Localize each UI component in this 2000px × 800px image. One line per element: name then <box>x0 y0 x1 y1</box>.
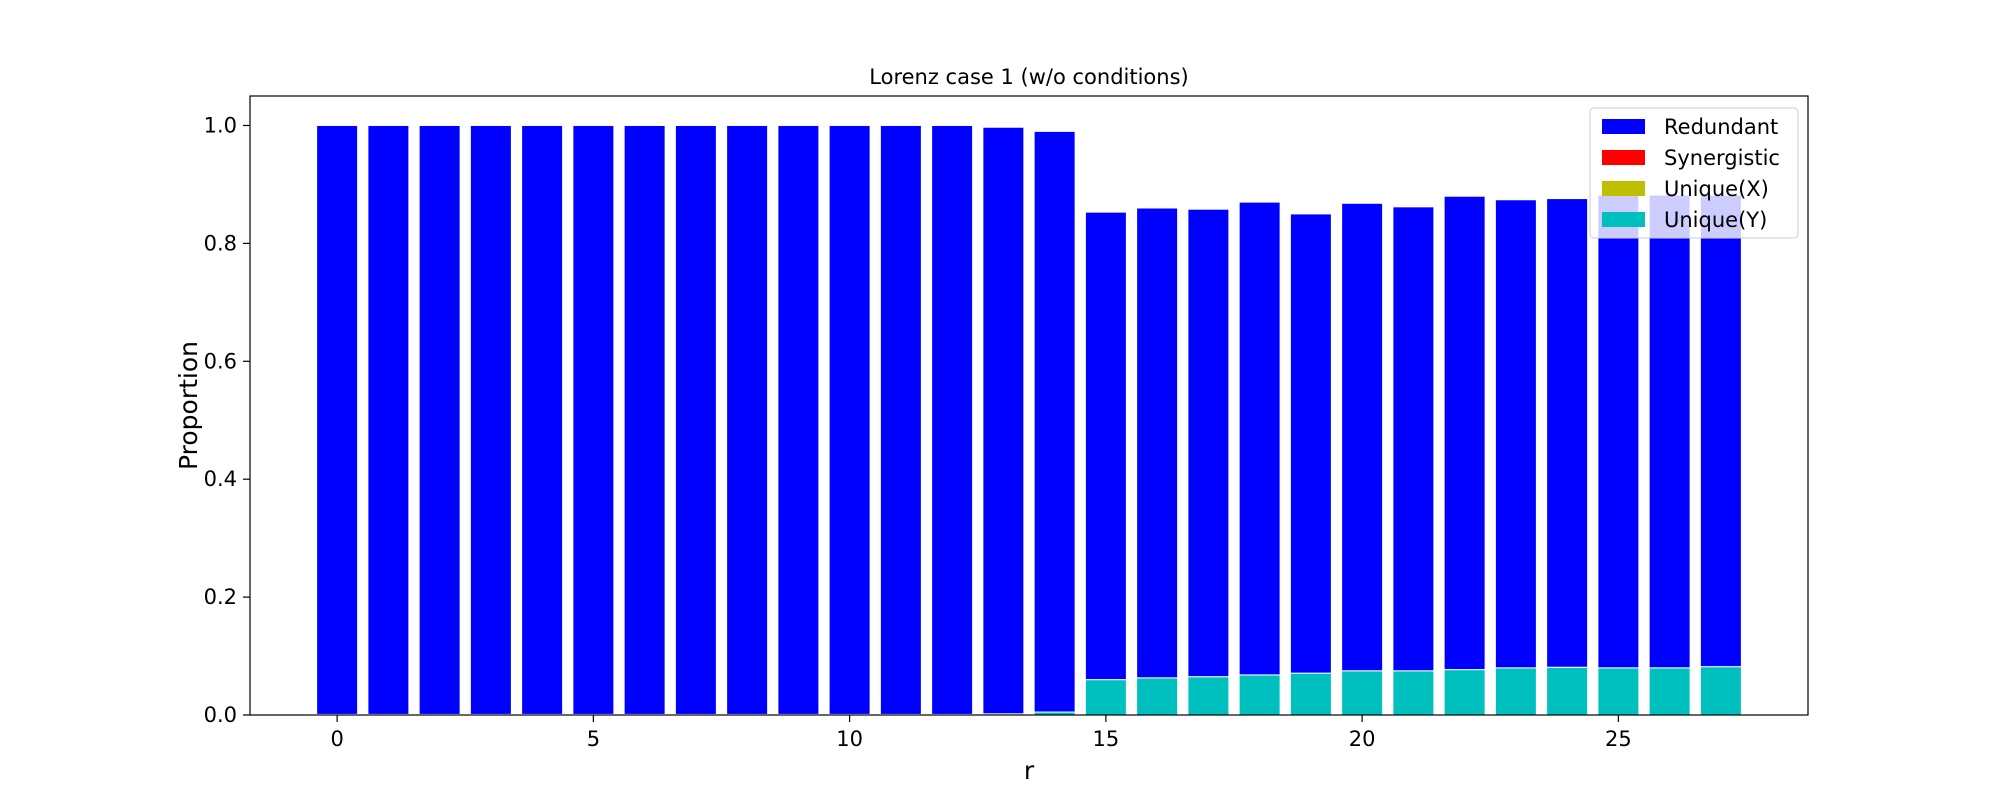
legend-swatch <box>1602 119 1645 134</box>
x-tick-label: 25 <box>1605 727 1632 751</box>
y-axis-label: Proportion <box>174 341 203 470</box>
bar-redundant <box>931 124 974 715</box>
chart-title: Lorenz case 1 (w/o conditions) <box>869 65 1188 89</box>
bar-redundant <box>367 124 410 715</box>
bar-unique-y <box>1289 672 1332 716</box>
bar-redundant <box>828 124 871 715</box>
legend-label: Unique(X) <box>1664 177 1769 201</box>
legend-label: Synergistic <box>1664 146 1780 170</box>
bar-redundant <box>777 124 820 715</box>
bar-unique-y <box>1341 670 1384 716</box>
bar-redundant <box>1084 211 1127 681</box>
x-axis: 0 5 10 15 20 25 <box>330 715 1632 751</box>
bar-redundant <box>674 124 717 715</box>
bar-unique-y <box>1084 679 1127 716</box>
bar-redundant <box>1443 195 1486 671</box>
legend-swatch <box>1602 181 1645 196</box>
bar-unique-y <box>1597 667 1640 716</box>
bar-redundant <box>879 124 922 715</box>
bar-redundant <box>623 124 666 715</box>
legend-swatch <box>1602 150 1645 165</box>
plot-frame <box>249 95 1809 716</box>
x-tick-label: 5 <box>587 727 600 751</box>
bar-unique-y <box>1494 667 1537 716</box>
bar-unique-y <box>1136 677 1179 716</box>
bars-group <box>316 124 1742 716</box>
bar-redundant <box>469 124 512 715</box>
bar-redundant <box>1597 194 1640 669</box>
bar-redundant <box>1187 208 1230 678</box>
bar-redundant <box>521 124 564 715</box>
bar-unique-y <box>1546 666 1589 716</box>
bar-redundant <box>726 124 769 715</box>
bar-redundant <box>1289 213 1332 674</box>
bar-redundant <box>1494 199 1537 669</box>
bar-redundant <box>982 126 1025 715</box>
legend-box <box>1589 107 1799 239</box>
y-tick-label: 0.0 <box>204 703 237 727</box>
bar-unique-y <box>1238 674 1281 716</box>
bar-unique-y <box>1443 669 1486 716</box>
legend-label: Redundant <box>1664 115 1778 139</box>
bar-redundant <box>316 124 359 715</box>
bar-redundant <box>572 124 615 715</box>
bar-unique-y <box>1699 666 1742 716</box>
x-tick-label: 0 <box>330 727 343 751</box>
y-tick-label: 0.6 <box>204 349 237 373</box>
y-tick-label: 0.2 <box>204 585 237 609</box>
x-tick-label: 20 <box>1349 727 1376 751</box>
bar-unique-y <box>1187 676 1230 716</box>
bar-redundant <box>1136 207 1179 679</box>
bar-unique-y <box>1648 667 1691 716</box>
bar-redundant <box>1341 202 1384 672</box>
y-tick-label: 1.0 <box>204 113 237 137</box>
x-tick-label: 10 <box>836 727 863 751</box>
x-axis-label: r <box>1024 756 1035 785</box>
bar-redundant <box>1392 206 1435 672</box>
bar-redundant <box>1699 194 1742 668</box>
bar-redundant <box>1648 194 1691 669</box>
bar-redundant <box>1546 198 1589 668</box>
bar-redundant <box>1238 201 1281 676</box>
bar-redundant <box>418 124 461 715</box>
legend-label: Unique(Y) <box>1664 208 1767 232</box>
legend: Redundant Synergistic Unique(X) Unique(Y) <box>1589 107 1799 239</box>
bar-redundant <box>1033 130 1076 713</box>
x-tick-label: 15 <box>1093 727 1120 751</box>
y-tick-label: 0.4 <box>204 467 237 491</box>
legend-swatch <box>1602 212 1645 227</box>
bar-unique-y <box>1392 670 1435 716</box>
y-axis: 0.0 0.2 0.4 0.6 0.8 1.0 <box>204 113 250 727</box>
y-tick-label: 0.8 <box>204 231 237 255</box>
